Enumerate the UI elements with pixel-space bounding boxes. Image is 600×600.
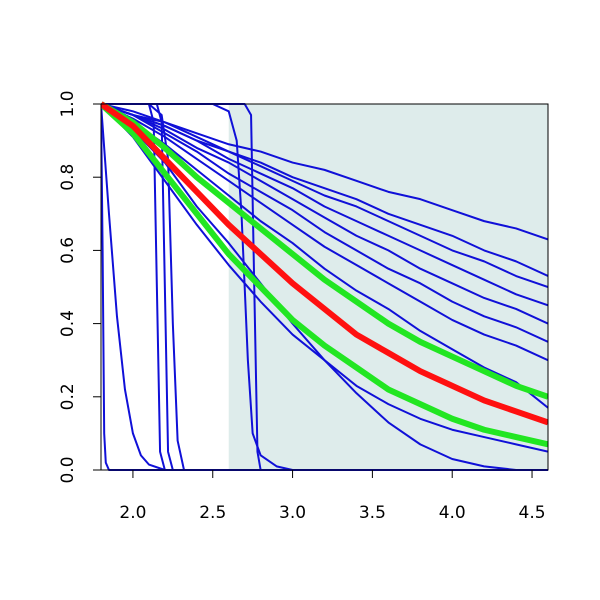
plot-box <box>100 103 549 471</box>
curve <box>101 103 548 307</box>
curve <box>101 101 548 448</box>
shaded-region <box>228 104 548 470</box>
curve <box>101 103 548 362</box>
curve <box>101 103 548 471</box>
x-tick-label: 4.5 <box>519 503 546 523</box>
x-tick-label: 4.0 <box>439 503 466 523</box>
y-tick-label: 1.0 <box>58 90 78 117</box>
curve <box>101 101 548 426</box>
x-tick-label: 3.5 <box>359 503 386 523</box>
curve <box>101 103 548 288</box>
x-tick-label: 3.0 <box>279 503 306 523</box>
x-tick-label: 2.0 <box>119 503 146 523</box>
y-tick-label: 0.2 <box>58 383 78 410</box>
curve <box>101 103 548 471</box>
y-tick-label: 0.6 <box>58 237 78 264</box>
y-tick-label: 0.4 <box>58 310 78 337</box>
curve <box>101 101 548 400</box>
curve <box>101 103 548 343</box>
curve <box>101 103 548 471</box>
y-tick-label: 0.0 <box>58 456 78 483</box>
curve <box>101 103 548 409</box>
curve <box>101 103 548 325</box>
x-tick-label: 2.5 <box>199 503 226 523</box>
curve <box>101 103 548 241</box>
curve <box>101 103 548 471</box>
y-tick-label: 0.8 <box>58 164 78 191</box>
